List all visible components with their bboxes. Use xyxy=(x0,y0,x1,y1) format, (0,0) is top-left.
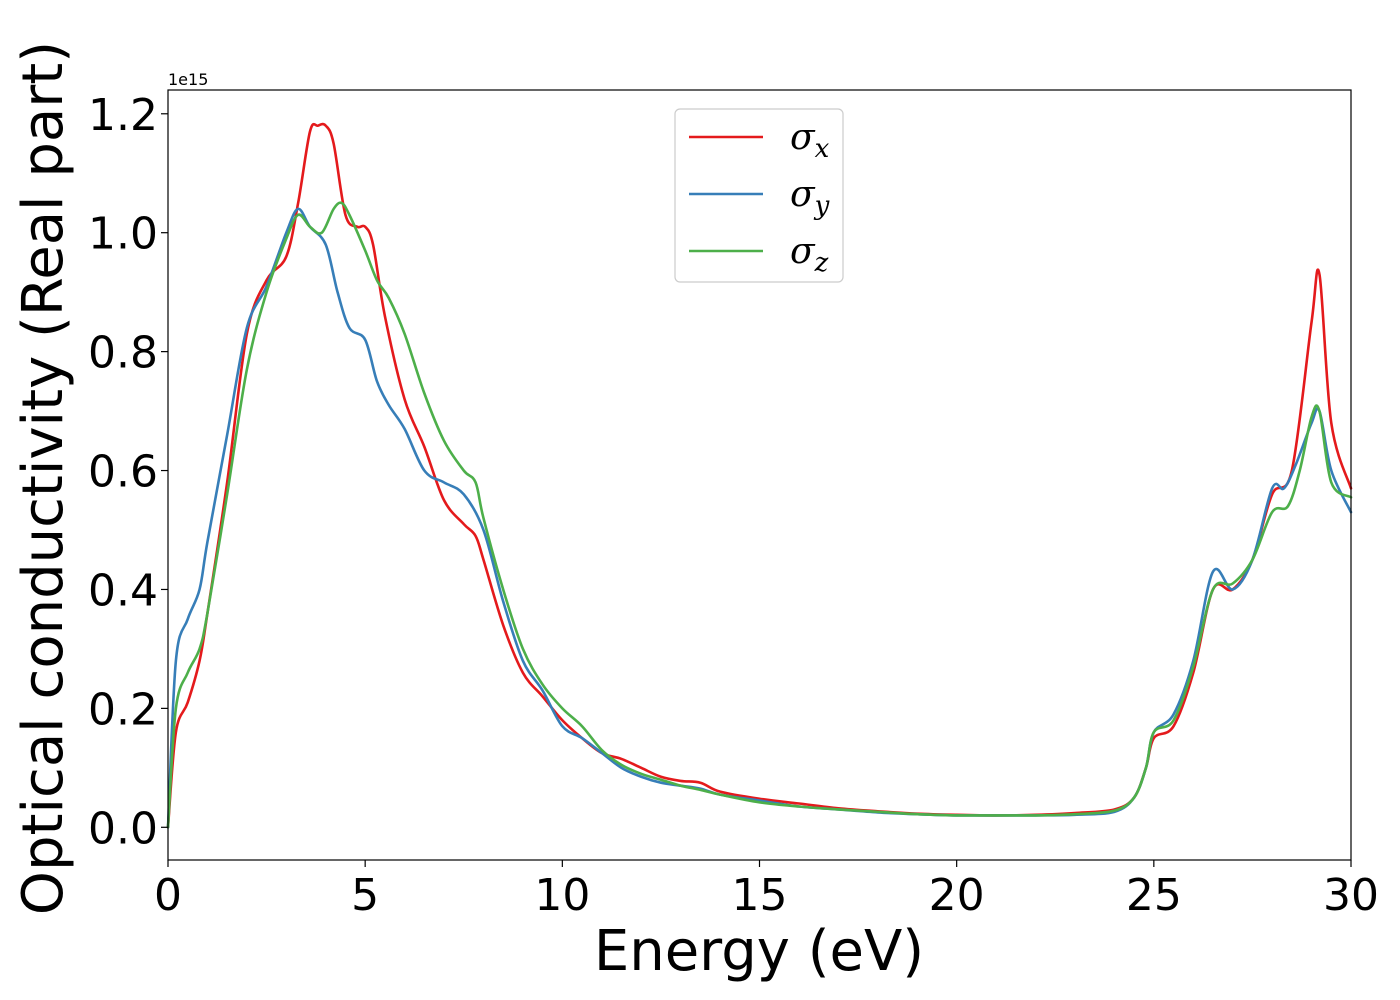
x-tick-label: 20 xyxy=(929,870,985,921)
legend-label-subscript: z xyxy=(814,248,829,278)
legend-label-subscript: y xyxy=(814,191,830,221)
x-tick-label: 30 xyxy=(1323,870,1379,921)
y-tick-label: 1.0 xyxy=(88,209,158,260)
legend-label-symbol: σ xyxy=(790,117,816,158)
legend-label-symbol: σ xyxy=(790,231,816,272)
series-layer xyxy=(166,122,1353,829)
series-line-y xyxy=(166,207,1353,829)
y-tick-label: 0.0 xyxy=(88,803,158,854)
y-axis-title: Optical conductivity (Real part) xyxy=(11,41,76,915)
x-axis-title: Energy (eV) xyxy=(594,919,924,984)
y-tick-label: 0.2 xyxy=(88,684,158,735)
y-axis: 0.0 0.2 0.4 0.6 0.8 1.0 1.2 xyxy=(88,90,168,854)
legend-label-x: σx xyxy=(790,117,830,164)
y-tick-label: 0.8 xyxy=(88,328,158,379)
legend-label-subscript: x xyxy=(815,134,830,164)
x-tick-label: 15 xyxy=(732,870,788,921)
x-tick-label: 0 xyxy=(154,870,182,921)
y-tick-label: 0.4 xyxy=(88,565,158,616)
x-tick-label: 5 xyxy=(351,870,379,921)
x-tick-label: 10 xyxy=(534,870,590,921)
legend-box xyxy=(674,108,844,283)
legend-label-y: σy xyxy=(790,174,830,221)
legend-label-symbol: σ xyxy=(790,174,816,215)
y-tick-label: 1.2 xyxy=(88,90,158,141)
x-axis: 0 5 10 15 20 25 30 xyxy=(154,860,1379,921)
x-tick-label: 25 xyxy=(1126,870,1182,921)
y-tick-label: 0.6 xyxy=(88,447,158,498)
series-line-z xyxy=(166,201,1353,829)
y-axis-offset-label: 1e15 xyxy=(168,70,208,89)
legend-label-z: σz xyxy=(790,231,829,278)
